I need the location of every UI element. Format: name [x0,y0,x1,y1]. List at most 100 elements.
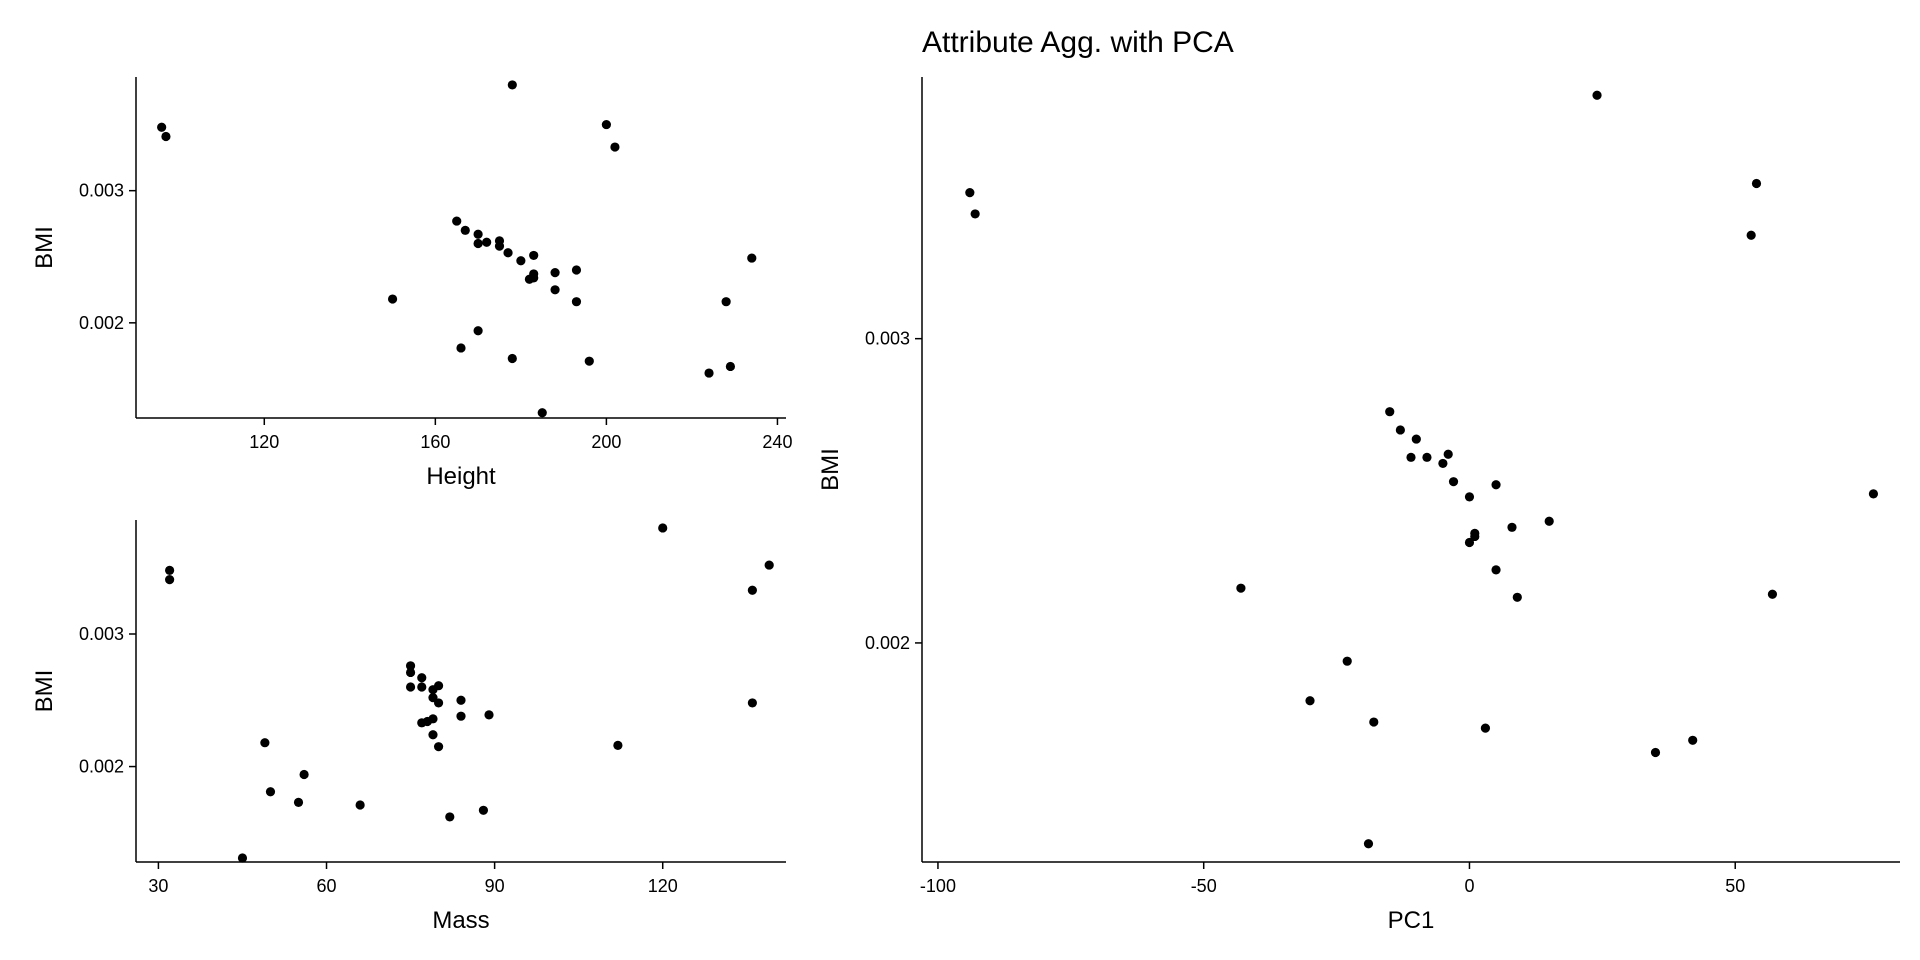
x-tick-label: 60 [317,876,337,896]
data-point [747,253,757,263]
data-point [494,241,505,251]
x-tick-label: 90 [485,876,505,896]
data-point [1422,452,1432,462]
data-point [1592,90,1602,100]
data-point [584,356,594,366]
data-point [1464,492,1475,502]
mass-vs-bmi-panel: 30 60 90 120 0.002 0.003 Mass BMI [31,520,786,934]
data-point [473,238,483,249]
data-point [1751,178,1762,189]
data-point [405,682,416,692]
data-point [1305,696,1315,706]
data-point [613,740,623,750]
y-tick-label: 0.002 [79,757,124,777]
data-point [507,353,517,364]
data-point [237,853,248,863]
data-point [456,711,466,721]
data-point [299,769,309,780]
data-point [405,661,416,671]
y-tick-label: 0.003 [79,624,124,644]
data-point [355,800,365,810]
data-point [460,225,470,235]
data-point [1385,407,1395,417]
x-tick-label: 120 [249,432,279,452]
data-point [1406,452,1416,462]
data-point [516,256,526,266]
x-axis-title: Height [426,463,496,490]
data-point [1507,522,1517,532]
data-point [428,714,438,724]
data-point [165,575,175,585]
data-point [507,80,517,90]
data-point [161,131,171,142]
data-point [456,695,466,705]
data-point [1746,230,1756,240]
data-point [1342,656,1352,666]
data-point [721,297,731,307]
data-point [417,682,427,692]
data-point [1650,747,1661,758]
data-point [1448,477,1459,487]
data-point [1464,537,1475,548]
x-tick-label: -50 [1191,876,1217,896]
data-point [537,408,547,418]
data-point [1512,592,1522,602]
data-point [456,343,466,353]
data-point [478,805,489,815]
data-point [482,237,492,247]
y-tick-label: 0.002 [865,633,910,653]
x-tick-label: 200 [591,432,621,452]
data-point [601,119,611,130]
data-point [1443,449,1453,459]
data-point [1438,458,1448,469]
data-point [157,122,167,132]
height-vs-bmi-panel: 120 160 200 240 0.002 0.003 Height BMI [31,77,792,490]
data-point [610,142,620,152]
y-axis-title: BMI [31,226,58,269]
x-axis-title: Mass [432,907,489,934]
data-point [1236,583,1246,593]
data-point [550,268,560,278]
data-point [571,265,582,275]
data-point [747,698,757,708]
x-tick-label: 50 [1725,876,1745,896]
x-tick-label: -100 [920,876,956,896]
y-axis-title: BMI [31,670,58,713]
data-point [1491,565,1501,575]
data-point [1395,425,1405,435]
data-point [405,667,416,678]
pc1-vs-bmi-panel: -100 -50 0 50 0.002 0.003 PC1 BMI Attribute Agg.… [817,26,1900,934]
x-tick-label: 240 [762,432,792,452]
x-tick-label: 160 [420,432,450,452]
data-point [529,273,539,283]
data-point [1369,717,1379,727]
data-point [1544,516,1554,526]
data-point [529,250,539,261]
data-point [473,326,483,336]
data-point [165,565,175,575]
data-point [550,285,560,295]
data-point [473,229,483,239]
y-tick-label: 0.002 [79,313,124,333]
data-point [1688,735,1698,745]
y-tick-label: 0.003 [865,329,910,349]
data-point [1411,434,1421,444]
x-tick-label: 0 [1464,876,1474,896]
data-point [1363,839,1374,849]
y-axis-title: BMI [817,448,844,491]
data-point [260,738,270,748]
data-point [1491,480,1501,490]
data-point [747,585,757,595]
data-point [387,294,398,304]
data-point [445,812,455,822]
x-tick-label: 30 [148,876,168,896]
data-point [704,368,714,378]
data-point [725,361,736,372]
x-axis-title: PC1 [1388,907,1435,934]
data-point [433,698,444,708]
data-point [433,742,444,752]
y-tick-label: 0.003 [79,181,124,201]
data-point [1480,723,1491,733]
